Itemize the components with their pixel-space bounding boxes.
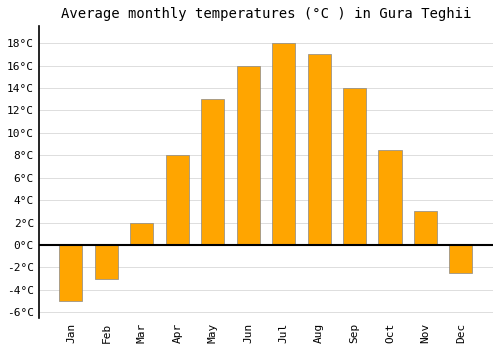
Bar (166, 155, 189, 245)
Title: Average monthly temperatures (°C ) in Gura Teghii: Average monthly temperatures (°C ) in Gu… (60, 7, 471, 21)
Bar (343, 88, 366, 245)
Bar (378, 150, 402, 245)
Bar (60, 245, 82, 301)
Bar (130, 223, 154, 245)
Bar (272, 43, 295, 245)
Bar (201, 99, 224, 245)
Bar (308, 54, 330, 245)
Bar (95, 245, 118, 279)
Bar (236, 65, 260, 245)
Bar (450, 245, 472, 273)
Bar (414, 211, 437, 245)
